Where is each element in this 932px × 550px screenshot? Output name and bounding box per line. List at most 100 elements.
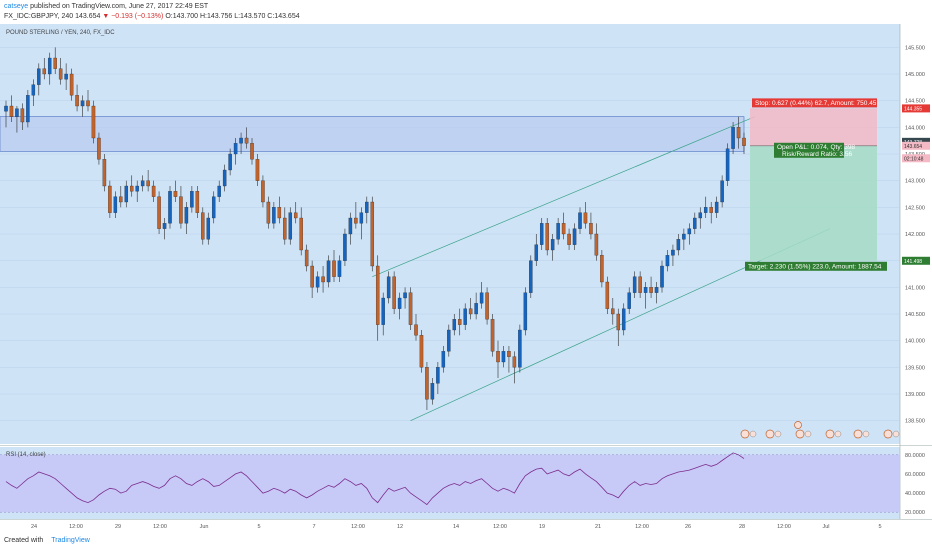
candle-body[interactable] [75, 95, 79, 107]
candle-body[interactable] [474, 303, 478, 315]
event-icon[interactable] [883, 429, 893, 439]
candle-body[interactable] [649, 287, 653, 293]
candle-body[interactable] [545, 223, 549, 251]
candle-body[interactable] [69, 73, 74, 96]
event-icon[interactable] [853, 429, 863, 439]
channel-upper-line[interactable] [372, 116, 756, 277]
candle-body[interactable] [97, 137, 101, 160]
candle-body[interactable] [326, 260, 331, 283]
candle-body[interactable] [436, 367, 440, 384]
candle-body[interactable] [397, 297, 402, 309]
candle-body[interactable] [266, 201, 271, 224]
candle-body[interactable] [250, 143, 254, 160]
candle-body[interactable] [594, 233, 599, 256]
candle-body[interactable] [91, 105, 96, 139]
candle-body[interactable] [348, 217, 353, 235]
candle-body[interactable] [37, 68, 41, 85]
candle-body[interactable] [26, 95, 30, 123]
resistance-box[interactable] [0, 116, 745, 152]
candle-body[interactable] [714, 201, 719, 213]
candle-body[interactable] [321, 276, 325, 283]
event-icon[interactable] [834, 430, 842, 438]
candle-body[interactable] [135, 185, 139, 192]
candle-body[interactable] [386, 276, 391, 299]
candle-body[interactable] [47, 57, 52, 75]
candle-body[interactable] [162, 223, 167, 229]
candle-body[interactable] [490, 319, 495, 352]
candle-body[interactable] [539, 223, 544, 245]
candle-body[interactable] [561, 223, 566, 235]
candle-body[interactable] [293, 212, 298, 219]
stop-zone[interactable] [750, 108, 877, 146]
event-icon[interactable] [892, 430, 900, 438]
candle-body[interactable] [228, 153, 232, 171]
candle-body[interactable] [447, 329, 451, 352]
candle-body[interactable] [742, 137, 746, 146]
candle-body[interactable] [119, 196, 123, 203]
candle-body[interactable] [627, 292, 631, 309]
candle-body[interactable] [80, 100, 85, 107]
candle-body[interactable] [244, 137, 249, 144]
candle-body[interactable] [703, 207, 708, 213]
candle-body[interactable] [736, 127, 741, 139]
candle-body[interactable] [31, 84, 36, 96]
candle-body[interactable] [173, 191, 178, 197]
candle-body[interactable] [168, 191, 172, 224]
candle-body[interactable] [572, 228, 577, 245]
candle-body[interactable] [479, 292, 484, 304]
candle-body[interactable] [468, 308, 473, 315]
candle-body[interactable] [665, 255, 670, 267]
candle-body[interactable] [682, 233, 686, 240]
candle-body[interactable] [222, 169, 227, 187]
candle-body[interactable] [211, 196, 216, 219]
candle-body[interactable] [277, 207, 282, 219]
candle-body[interactable] [567, 233, 571, 245]
candle-body[interactable] [709, 207, 713, 213]
event-icon[interactable] [765, 429, 775, 439]
candle-body[interactable] [408, 292, 413, 325]
candle-body[interactable] [332, 260, 336, 277]
candle-body[interactable] [239, 137, 243, 144]
candle-body[interactable] [529, 260, 533, 293]
candle-body[interactable] [299, 217, 303, 251]
candle-body[interactable] [430, 383, 435, 400]
candle-body[interactable] [725, 148, 730, 181]
candle-body[interactable] [146, 180, 150, 187]
tradingview-logo[interactable]: TradingView [51, 537, 90, 544]
candle-body[interactable] [523, 292, 528, 331]
candle-body[interactable] [693, 217, 697, 229]
candle-body[interactable] [20, 108, 25, 123]
candle-body[interactable] [184, 207, 189, 224]
event-icon[interactable] [794, 421, 802, 429]
rsi-line[interactable] [5, 452, 745, 506]
candle-body[interactable] [9, 105, 14, 117]
candle-body[interactable] [113, 196, 118, 213]
candle-body[interactable] [261, 180, 265, 203]
candle-body[interactable] [343, 233, 347, 261]
candle-body[interactable] [53, 57, 57, 69]
candle-body[interactable] [414, 324, 418, 336]
candle-body[interactable] [365, 201, 369, 213]
candle-body[interactable] [288, 212, 293, 240]
candle-body[interactable] [206, 217, 211, 240]
candle-body[interactable] [392, 276, 396, 309]
event-icon[interactable] [740, 429, 750, 439]
event-icon[interactable] [774, 430, 782, 438]
event-icon[interactable] [749, 430, 757, 438]
candle-body[interactable] [108, 185, 112, 213]
candle-body[interactable] [518, 329, 522, 368]
candle-body[interactable] [381, 297, 385, 325]
candle-body[interactable] [42, 68, 47, 75]
candle-body[interactable] [660, 265, 664, 288]
candle-body[interactable] [485, 292, 489, 320]
target-zone[interactable] [750, 145, 877, 261]
candle-body[interactable] [534, 244, 539, 261]
candle-body[interactable] [452, 319, 457, 331]
candle-body[interactable] [419, 335, 424, 368]
candle-body[interactable] [102, 159, 107, 187]
candle-body[interactable] [217, 185, 221, 197]
candle-body[interactable] [501, 351, 506, 363]
candle-body[interactable] [638, 276, 642, 293]
candle-body[interactable] [403, 292, 407, 299]
candle-body[interactable] [15, 108, 19, 117]
